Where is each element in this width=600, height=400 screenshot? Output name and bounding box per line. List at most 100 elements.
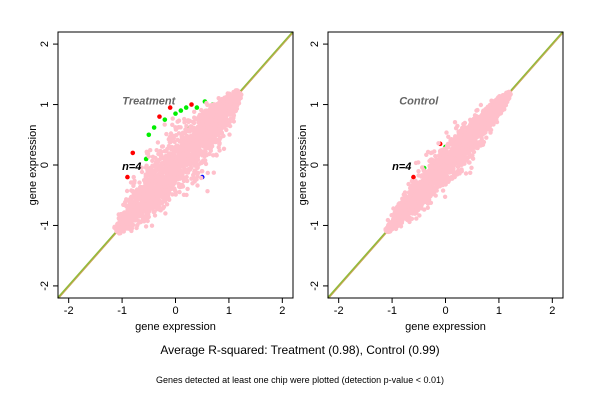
cloud-point (182, 116, 187, 122)
cloud-point (154, 168, 159, 174)
cloud-point (227, 132, 232, 137)
cloud-point (184, 152, 189, 157)
cloud-point (399, 204, 404, 210)
cloud-point (192, 115, 197, 120)
cloud-point (159, 149, 164, 155)
cloud-point (155, 186, 161, 191)
cloud-point (214, 109, 219, 114)
cloud-point (425, 205, 430, 210)
cloud-point (208, 130, 214, 135)
cloud-point (486, 124, 492, 129)
cloud-point (235, 99, 240, 104)
cloud-point (172, 186, 177, 191)
cloud-point (157, 176, 162, 181)
x-tick-label: 0 (172, 305, 178, 317)
cloud-point (458, 150, 464, 155)
cloud-point (479, 127, 485, 133)
cloud-point (195, 130, 201, 136)
cloud-point (433, 153, 438, 159)
cloud-point (171, 175, 176, 180)
cloud-point (137, 220, 142, 225)
cloud-point (139, 208, 144, 213)
cloud-point (164, 202, 170, 207)
cloud-point (507, 91, 513, 96)
cloud-point (191, 172, 196, 178)
cloud-point (190, 127, 196, 132)
cloud-point (150, 158, 155, 163)
cloud-point (135, 213, 140, 218)
cloud-point (230, 97, 235, 103)
cloud-point (467, 141, 473, 147)
cloud-point (124, 188, 130, 194)
cloud-point (199, 160, 204, 166)
cloud-point (173, 192, 178, 197)
cloud-point (449, 155, 455, 160)
cloud-point (231, 111, 236, 117)
cloud-point (205, 124, 210, 129)
cloud-point (199, 112, 204, 117)
cloud-point (120, 227, 125, 232)
data-point (194, 105, 200, 110)
y-tick-label: 2 (309, 41, 321, 47)
cloud-point (230, 93, 235, 98)
y-tick-label: -1 (309, 221, 321, 231)
cloud-point (408, 192, 414, 197)
panel-title: Treatment (122, 96, 176, 108)
cloud-point (127, 199, 132, 204)
cloud-point (131, 183, 136, 188)
cloud-point (419, 173, 425, 178)
cloud-point (196, 151, 201, 156)
cloud-point (159, 191, 164, 196)
cloud-point (128, 194, 134, 200)
cloud-point (456, 159, 461, 164)
y-tick-label: 0 (309, 162, 321, 168)
x-tick-label: -2 (334, 305, 344, 317)
cloud-point (134, 225, 139, 231)
data-point (411, 174, 416, 180)
cloud-point (488, 116, 494, 122)
y-tick-label: 0 (39, 162, 51, 168)
cloud-point (442, 194, 448, 199)
x-tick-label: -2 (64, 305, 74, 317)
cloud-point (221, 133, 226, 139)
cloud-point (156, 195, 161, 201)
cloud-point (431, 188, 436, 194)
cloud-point (130, 203, 135, 208)
cloud-point (441, 162, 446, 168)
cloud-point (171, 148, 176, 153)
cloud-point (468, 154, 473, 159)
cloud-point (234, 92, 239, 97)
cloud-point (214, 114, 219, 120)
cloud-point (200, 119, 205, 125)
cloud-point (204, 140, 209, 145)
cloud-point (426, 197, 431, 202)
cloud-point (411, 181, 416, 187)
cloud-point (427, 189, 432, 194)
cloud-point (131, 174, 136, 180)
cloud-point (437, 154, 442, 159)
cloud-point (151, 163, 157, 168)
cloud-point (472, 124, 477, 129)
cloud-point (475, 107, 480, 113)
cloud-point (171, 133, 176, 139)
cloud-point (121, 211, 126, 216)
cloud-point (160, 144, 166, 149)
cloud-point (211, 170, 216, 175)
sample-count: n=4 (392, 161, 411, 173)
cloud-point (168, 182, 173, 187)
cloud-point (199, 169, 205, 174)
cloud-point (436, 175, 441, 181)
cloud-point (205, 111, 210, 116)
cloud-point (175, 119, 180, 124)
expression-cloud (112, 88, 244, 236)
cloud-point (201, 153, 206, 158)
cloud-point (167, 134, 172, 140)
cloud-point (205, 170, 210, 176)
cloud-point (155, 206, 160, 212)
cloud-point (478, 131, 483, 136)
cloud-point (192, 109, 197, 115)
cloud-point (478, 102, 484, 108)
data-point (130, 150, 136, 156)
cloud-point (402, 190, 408, 195)
cloud-point (445, 141, 451, 147)
